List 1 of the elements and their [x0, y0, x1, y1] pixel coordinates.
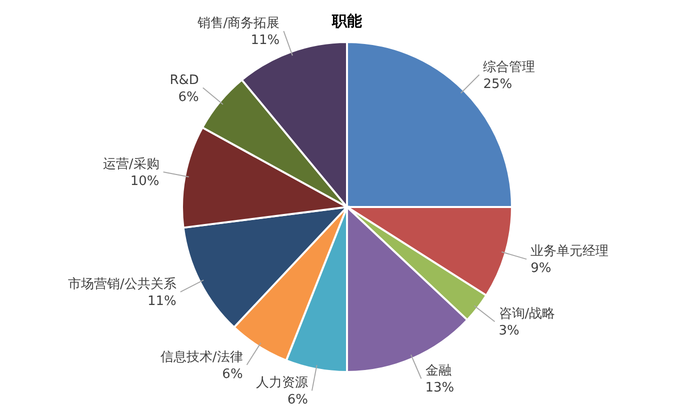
chart-title: 职能 — [331, 12, 363, 30]
